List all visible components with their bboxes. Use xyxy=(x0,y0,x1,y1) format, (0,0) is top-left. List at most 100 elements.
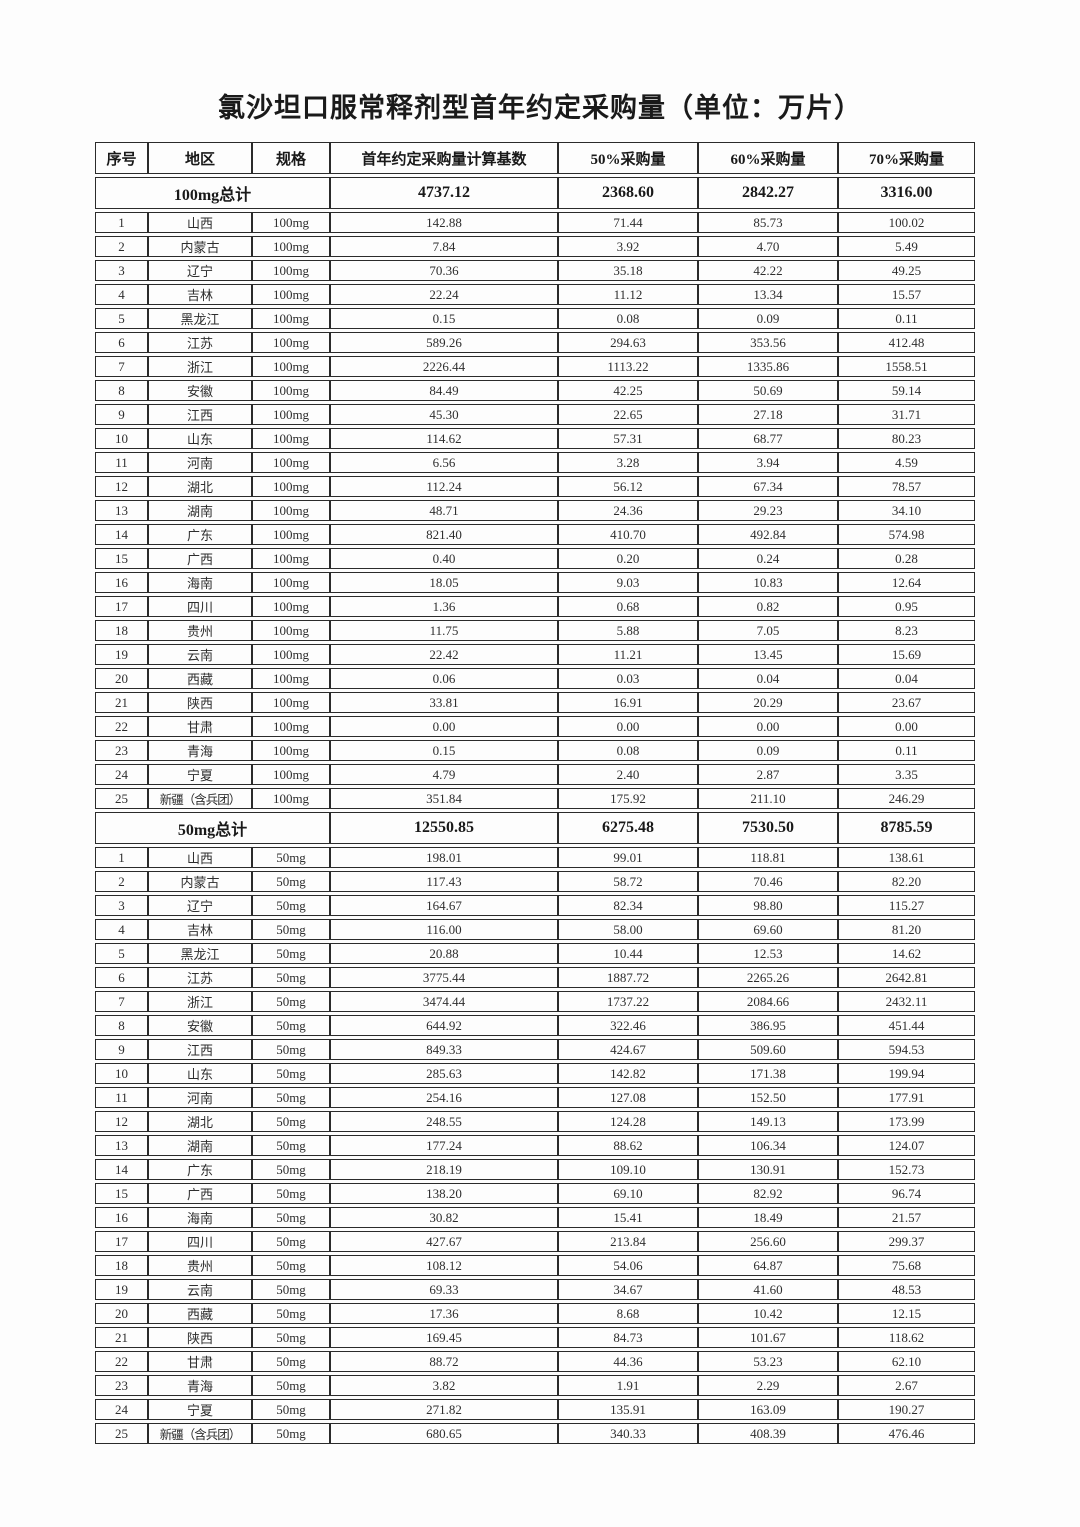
table-row: 11 河南 50mg 254.16 127.08 152.50 177.91 xyxy=(95,1087,975,1108)
cell-60pct: 3.94 xyxy=(698,452,838,473)
cell-region: 贵州 xyxy=(148,1255,252,1276)
cell-base-quantity: 164.67 xyxy=(330,895,558,916)
section-summary-value: 8785.59 xyxy=(838,812,975,844)
cell-index: 5 xyxy=(95,308,148,329)
table-row: 23 青海 50mg 3.82 1.91 2.29 2.67 xyxy=(95,1375,975,1396)
cell-index: 13 xyxy=(95,500,148,521)
document-title: 氯沙坦口服常释剂型首年约定采购量（单位：万片） xyxy=(218,93,862,123)
table-row: 1 山西 50mg 198.01 99.01 118.81 138.61 xyxy=(95,847,975,868)
cell-spec: 100mg xyxy=(252,524,330,545)
cell-base-quantity: 248.55 xyxy=(330,1111,558,1132)
section-summary-row: 50mg总计 12550.85 6275.48 7530.50 8785.59 xyxy=(95,812,975,844)
cell-base-quantity: 3.82 xyxy=(330,1375,558,1396)
table-row: 24 宁夏 100mg 4.79 2.40 2.87 3.35 xyxy=(95,764,975,785)
cell-70pct: 82.20 xyxy=(838,871,975,892)
table-row: 7 浙江 50mg 3474.44 1737.22 2084.66 2432.11 xyxy=(95,991,975,1012)
cell-index: 14 xyxy=(95,1159,148,1180)
cell-70pct: 190.27 xyxy=(838,1399,975,1420)
cell-50pct: 99.01 xyxy=(558,847,698,868)
cell-spec: 50mg xyxy=(252,1087,330,1108)
cell-60pct: 211.10 xyxy=(698,788,838,809)
cell-index: 18 xyxy=(95,620,148,641)
cell-70pct: 4.59 xyxy=(838,452,975,473)
cell-spec: 50mg xyxy=(252,967,330,988)
cell-60pct: 98.80 xyxy=(698,895,838,916)
cell-base-quantity: 69.33 xyxy=(330,1279,558,1300)
cell-region: 江西 xyxy=(148,1039,252,1060)
cell-index: 23 xyxy=(95,740,148,761)
cell-region: 山西 xyxy=(148,212,252,233)
cell-base-quantity: 1.36 xyxy=(330,596,558,617)
table-row: 14 广东 100mg 821.40 410.70 492.84 574.98 xyxy=(95,524,975,545)
cell-70pct: 574.98 xyxy=(838,524,975,545)
cell-index: 8 xyxy=(95,1015,148,1036)
cell-60pct: 12.53 xyxy=(698,943,838,964)
cell-spec: 100mg xyxy=(252,236,330,257)
table-row: 8 安徽 50mg 644.92 322.46 386.95 451.44 xyxy=(95,1015,975,1036)
cell-index: 14 xyxy=(95,524,148,545)
cell-50pct: 3.92 xyxy=(558,236,698,257)
cell-60pct: 69.60 xyxy=(698,919,838,940)
cell-60pct: 2265.26 xyxy=(698,967,838,988)
cell-base-quantity: 30.82 xyxy=(330,1207,558,1228)
cell-base-quantity: 117.43 xyxy=(330,871,558,892)
cell-region: 贵州 xyxy=(148,620,252,641)
cell-base-quantity: 169.45 xyxy=(330,1327,558,1348)
section-summary-label: 100mg总计 xyxy=(95,177,330,209)
table-row: 22 甘肃 50mg 88.72 44.36 53.23 62.10 xyxy=(95,1351,975,1372)
cell-spec: 50mg xyxy=(252,1423,330,1444)
cell-index: 22 xyxy=(95,716,148,737)
table-row: 19 云南 50mg 69.33 34.67 41.60 48.53 xyxy=(95,1279,975,1300)
cell-70pct: 15.57 xyxy=(838,284,975,305)
cell-region: 安徽 xyxy=(148,380,252,401)
cell-70pct: 451.44 xyxy=(838,1015,975,1036)
cell-70pct: 8.23 xyxy=(838,620,975,641)
cell-region: 河南 xyxy=(148,1087,252,1108)
table-row: 21 陕西 50mg 169.45 84.73 101.67 118.62 xyxy=(95,1327,975,1348)
cell-region: 海南 xyxy=(148,1207,252,1228)
cell-base-quantity: 680.65 xyxy=(330,1423,558,1444)
cell-50pct: 84.73 xyxy=(558,1327,698,1348)
table-row: 23 青海 100mg 0.15 0.08 0.09 0.11 xyxy=(95,740,975,761)
cell-index: 24 xyxy=(95,1399,148,1420)
cell-region: 新疆（含兵团） xyxy=(148,1423,252,1444)
cell-region: 青海 xyxy=(148,740,252,761)
cell-base-quantity: 112.24 xyxy=(330,476,558,497)
cell-70pct: 173.99 xyxy=(838,1111,975,1132)
cell-60pct: 101.67 xyxy=(698,1327,838,1348)
cell-50pct: 294.63 xyxy=(558,332,698,353)
cell-spec: 100mg xyxy=(252,332,330,353)
cell-spec: 100mg xyxy=(252,404,330,425)
table-row: 12 湖北 50mg 248.55 124.28 149.13 173.99 xyxy=(95,1111,975,1132)
cell-70pct: 138.61 xyxy=(838,847,975,868)
section-summary-value: 7530.50 xyxy=(698,812,838,844)
cell-base-quantity: 0.15 xyxy=(330,740,558,761)
cell-60pct: 0.82 xyxy=(698,596,838,617)
cell-70pct: 81.20 xyxy=(838,919,975,940)
table-row: 5 黑龙江 100mg 0.15 0.08 0.09 0.11 xyxy=(95,308,975,329)
table-row: 12 湖北 100mg 112.24 56.12 67.34 78.57 xyxy=(95,476,975,497)
cell-spec: 50mg xyxy=(252,1063,330,1084)
table-row: 11 河南 100mg 6.56 3.28 3.94 4.59 xyxy=(95,452,975,473)
cell-region: 山西 xyxy=(148,847,252,868)
cell-base-quantity: 22.42 xyxy=(330,644,558,665)
cell-spec: 100mg xyxy=(252,716,330,737)
cell-50pct: 0.08 xyxy=(558,308,698,329)
cell-base-quantity: 116.00 xyxy=(330,919,558,940)
cell-base-quantity: 114.62 xyxy=(330,428,558,449)
cell-index: 12 xyxy=(95,476,148,497)
cell-50pct: 410.70 xyxy=(558,524,698,545)
cell-index: 12 xyxy=(95,1111,148,1132)
cell-70pct: 80.23 xyxy=(838,428,975,449)
cell-60pct: 163.09 xyxy=(698,1399,838,1420)
cell-70pct: 0.00 xyxy=(838,716,975,737)
cell-base-quantity: 3775.44 xyxy=(330,967,558,988)
cell-50pct: 127.08 xyxy=(558,1087,698,1108)
cell-base-quantity: 821.40 xyxy=(330,524,558,545)
cell-region: 山东 xyxy=(148,1063,252,1084)
cell-spec: 100mg xyxy=(252,356,330,377)
cell-index: 9 xyxy=(95,404,148,425)
cell-region: 云南 xyxy=(148,1279,252,1300)
cell-spec: 100mg xyxy=(252,284,330,305)
cell-70pct: 412.48 xyxy=(838,332,975,353)
